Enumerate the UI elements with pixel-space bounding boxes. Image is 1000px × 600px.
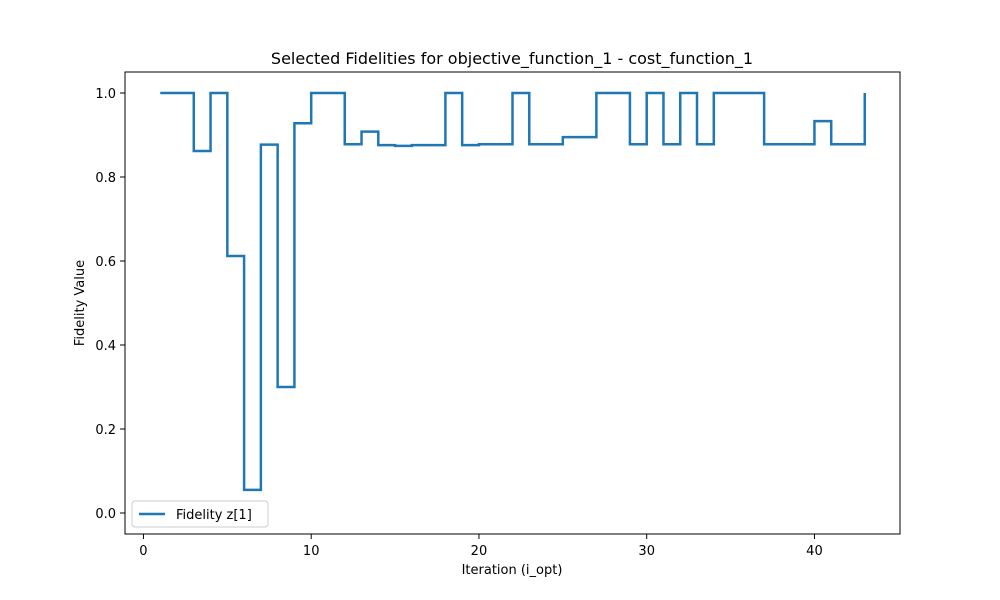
legend: Fidelity z[1] [131,500,269,528]
series-line-0 [160,91,867,492]
plot-frame [124,71,901,535]
chart-title: Selected Fidelities for objective_functi… [271,49,753,69]
y-tick-label: 0.0 [95,507,116,522]
y-axis-label: Fidelity Value [73,260,88,346]
series-layer [160,91,867,492]
y-tick-label: 0.4 [95,339,116,354]
y-tick-label: 1.0 [95,87,116,102]
y-axis: 0.0 0.2 0.4 0.6 0.8 1.0 [95,87,125,522]
x-tick-label: 20 [471,544,488,559]
y-tick-label: 0.8 [95,171,116,186]
x-axis-label: Iteration (i_opt) [462,563,563,578]
y-tick-label: 0.6 [95,255,116,270]
x-tick-label: 30 [638,544,655,559]
x-tick-label: 0 [139,544,147,559]
x-tick-label: 40 [806,544,823,559]
x-axis: 0 10 20 30 40 [139,534,823,559]
x-tick-label: 10 [303,544,320,559]
legend-box [131,500,269,528]
legend-label: Fidelity z[1] [176,508,252,523]
y-tick-label: 0.2 [95,423,116,438]
